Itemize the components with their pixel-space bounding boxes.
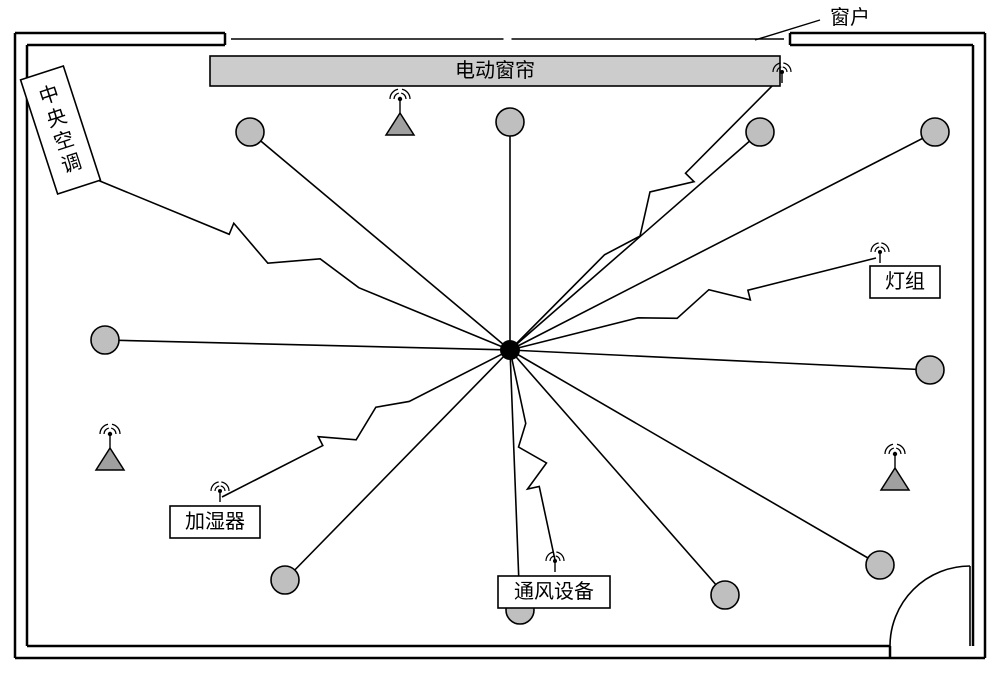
light-node	[496, 108, 524, 136]
wireless-links	[78, 78, 876, 560]
light-node	[91, 326, 119, 354]
sensor-node	[96, 424, 124, 470]
light-node	[866, 551, 894, 579]
light-node	[711, 581, 739, 609]
light-node	[921, 118, 949, 146]
hub-node	[500, 340, 520, 360]
lights-label: 灯组	[885, 270, 925, 293]
wireless-icon	[871, 243, 889, 263]
light-node	[236, 118, 264, 146]
ventilator-label: 通风设备	[514, 580, 594, 603]
wireless-icon	[211, 482, 229, 502]
sensor-node	[881, 444, 909, 490]
ac-box: 中央空调	[21, 66, 101, 194]
sensor-node	[386, 89, 414, 135]
humidifier-label: 加湿器	[185, 510, 245, 533]
light-nodes	[91, 108, 949, 624]
light-node	[916, 356, 944, 384]
curtain: 电动窗帘	[210, 56, 780, 86]
light-node	[746, 118, 774, 146]
light-node	[271, 566, 299, 594]
window-leader	[755, 20, 820, 40]
humidifier-box: 加湿器	[170, 506, 260, 538]
ventilator-box: 通风设备	[498, 576, 610, 608]
curtain-label: 电动窗帘	[455, 59, 535, 82]
lights-box: 灯组	[870, 266, 940, 298]
wireless-icon	[546, 552, 564, 572]
sensors	[96, 89, 909, 490]
window-label: 窗户	[830, 6, 870, 29]
